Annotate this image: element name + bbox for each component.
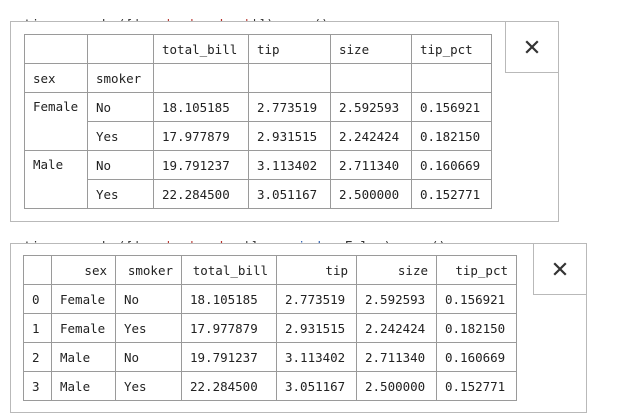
column-header: tip_pct: [436, 255, 517, 285]
table-cell: 2.931515: [248, 121, 331, 151]
close-button-1[interactable]: [505, 22, 558, 73]
close-icon: [525, 40, 539, 54]
table-cell: 2.773519: [276, 284, 357, 314]
row-label: Yes: [87, 179, 154, 209]
groupby-table-1: total_bill tip size tip_pct sex smoker F…: [24, 34, 492, 209]
row-index: 1: [23, 313, 52, 343]
empty-cell: [411, 63, 492, 93]
column-header: smoker: [115, 255, 182, 285]
table-cell: 18.105185: [181, 284, 277, 314]
table-cell: 2.592593: [356, 284, 437, 314]
table-row: 0 Female No 18.105185 2.773519 2.592593 …: [23, 284, 517, 314]
table-cell: 2.711340: [330, 150, 412, 180]
table-cell: Female: [51, 313, 116, 343]
table-row: 2 Male No 19.791237 3.113402 2.711340 0.…: [23, 342, 517, 372]
table-cell: 3.113402: [248, 150, 331, 180]
close-icon: [553, 262, 567, 276]
table-cell: 0.160669: [411, 150, 492, 180]
table-row: Male No 19.791237 3.113402 2.711340 0.16…: [24, 150, 492, 209]
table-cell: 2.500000: [330, 179, 412, 209]
table-cell: 17.977879: [181, 313, 277, 343]
table-row: Female No 18.105185 2.773519 2.592593 0.…: [24, 92, 492, 151]
empty-cell: [153, 63, 249, 93]
table-cell: 0.152771: [411, 179, 492, 209]
column-header: tip_pct: [411, 34, 492, 64]
table-cell: 22.284500: [181, 371, 277, 401]
table-cell: 3.051167: [248, 179, 331, 209]
group-label: Male: [24, 150, 88, 209]
row-index: 2: [23, 342, 52, 372]
column-header: size: [356, 255, 437, 285]
table-cell: 0.160669: [436, 342, 517, 372]
table-cell: Male: [51, 371, 116, 401]
table-cell: No: [115, 284, 182, 314]
corner-cell: [24, 34, 88, 64]
row-index: 3: [23, 371, 52, 401]
table-cell: Yes: [115, 371, 182, 401]
row-index: 0: [23, 284, 52, 314]
column-header: total_bill: [153, 34, 249, 64]
table-row: Yes 22.284500 3.051167 2.500000 0.152771: [25, 179, 492, 209]
table-cell: Female: [51, 284, 116, 314]
table-cell: 19.791237: [181, 342, 277, 372]
table-row: Yes 17.977879 2.931515 2.242424 0.182150: [25, 121, 492, 151]
table-cell: 19.791237: [153, 150, 249, 180]
table-cell: Yes: [115, 313, 182, 343]
row-label: No: [87, 92, 154, 122]
table-cell: 0.182150: [411, 121, 492, 151]
table-cell: 2.592593: [330, 92, 412, 122]
close-button-2[interactable]: [533, 244, 586, 295]
table-cell: Male: [51, 342, 116, 372]
table-cell: 3.051167: [276, 371, 357, 401]
table-cell: 17.977879: [153, 121, 249, 151]
column-header: tip: [248, 34, 331, 64]
empty-cell: [248, 63, 331, 93]
table-cell: 18.105185: [153, 92, 249, 122]
table-cell: 2.711340: [356, 342, 437, 372]
table-cell: 2.931515: [276, 313, 357, 343]
index-name: smoker: [87, 63, 154, 93]
index-name: sex: [24, 63, 88, 93]
table-row: 3 Male Yes 22.284500 3.051167 2.500000 0…: [23, 371, 517, 401]
table-cell: 22.284500: [153, 179, 249, 209]
table-cell: 2.242424: [330, 121, 412, 151]
column-header: tip: [276, 255, 357, 285]
group-label: Female: [24, 92, 88, 151]
table-cell: 0.156921: [411, 92, 492, 122]
column-header: size: [330, 34, 412, 64]
index-names-row: sex smoker: [24, 63, 492, 93]
groupby-table-2: sex smoker total_bill tip size tip_pct 0…: [23, 255, 517, 401]
table-cell: 0.152771: [436, 371, 517, 401]
table-cell: 0.182150: [436, 313, 517, 343]
row-label: Yes: [87, 121, 154, 151]
header-row: total_bill tip size tip_pct: [24, 34, 492, 64]
header-row: sex smoker total_bill tip size tip_pct: [23, 255, 517, 285]
empty-cell: [330, 63, 412, 93]
table-cell: 3.113402: [276, 342, 357, 372]
corner-cell: [87, 34, 154, 64]
table-cell: 2.242424: [356, 313, 437, 343]
corner-cell: [23, 255, 52, 285]
table-cell: 0.156921: [436, 284, 517, 314]
table-row: 1 Female Yes 17.977879 2.931515 2.242424…: [23, 313, 517, 343]
table-cell: 2.500000: [356, 371, 437, 401]
table-cell: No: [115, 342, 182, 372]
table-cell: 2.773519: [248, 92, 331, 122]
column-header: total_bill: [181, 255, 277, 285]
column-header: sex: [51, 255, 116, 285]
row-label: No: [87, 150, 154, 180]
